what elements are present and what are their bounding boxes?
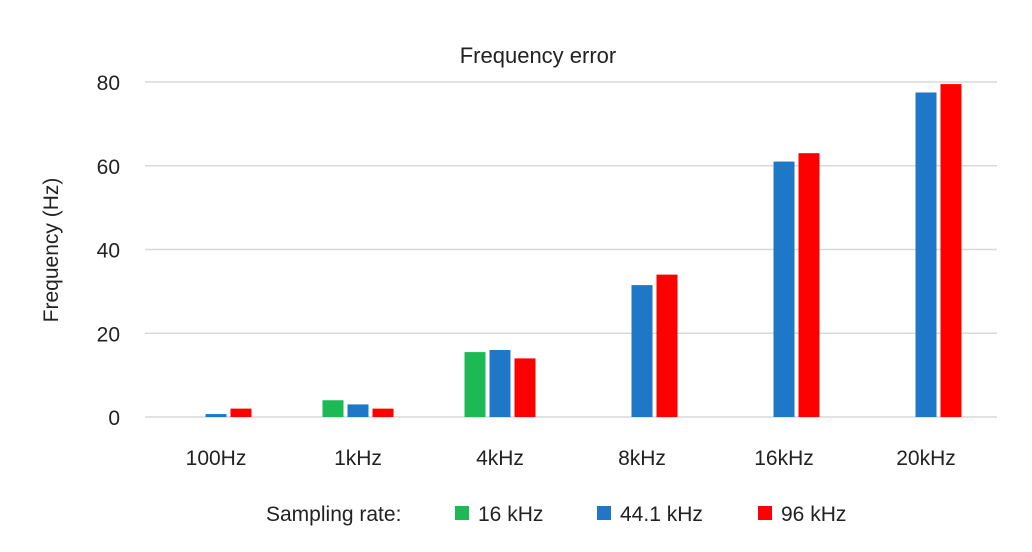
x-category-label: 16kHz (754, 447, 814, 470)
y-axis-label: Frequency (Hz) (40, 178, 63, 323)
legend-label: 44.1 kHz (620, 503, 703, 526)
bars (205, 84, 962, 417)
bar (940, 84, 962, 417)
bar (347, 404, 369, 417)
y-tick-label: 80 (97, 72, 120, 95)
legend-label: 16 kHz (478, 503, 543, 526)
bar (322, 400, 344, 417)
bar (514, 358, 536, 417)
legend-item: 16 kHz (455, 503, 543, 526)
legend-swatch (758, 506, 772, 520)
legend-swatch (455, 506, 469, 520)
x-category-label: 20kHz (896, 447, 956, 470)
bar (656, 274, 678, 417)
y-tick-label: 0 (108, 407, 120, 430)
bar (464, 352, 486, 417)
bar (798, 153, 820, 417)
x-category-label: 4kHz (476, 447, 524, 470)
y-axis-ticks: 0 20 40 60 80 (97, 72, 120, 430)
legend-item: 96 kHz (758, 503, 846, 526)
bar (205, 414, 227, 417)
x-axis-categories: 100Hz 1kHz 4kHz 8kHz 16kHz 20kHz (186, 447, 956, 470)
legend: Sampling rate: 16 kHz 44.1 kHz 96 kHz (266, 503, 846, 526)
bar (372, 408, 394, 417)
chart-title: Frequency error (460, 43, 617, 68)
legend-label: 96 kHz (781, 503, 846, 526)
legend-title: Sampling rate: (266, 503, 401, 526)
x-category-label: 8kHz (618, 447, 666, 470)
x-category-label: 100Hz (186, 447, 247, 470)
bar (915, 92, 937, 417)
legend-items: 16 kHz 44.1 kHz 96 kHz (455, 503, 846, 526)
x-category-label: 1kHz (334, 447, 382, 470)
y-tick-label: 60 (97, 156, 120, 179)
y-tick-label: 20 (97, 323, 120, 346)
bar (489, 350, 511, 417)
bar (773, 161, 795, 417)
bar (631, 285, 653, 417)
legend-item: 44.1 kHz (597, 503, 703, 526)
gridlines (145, 81, 997, 418)
legend-swatch (597, 506, 611, 520)
y-tick-label: 40 (97, 240, 120, 263)
bar (230, 408, 252, 417)
